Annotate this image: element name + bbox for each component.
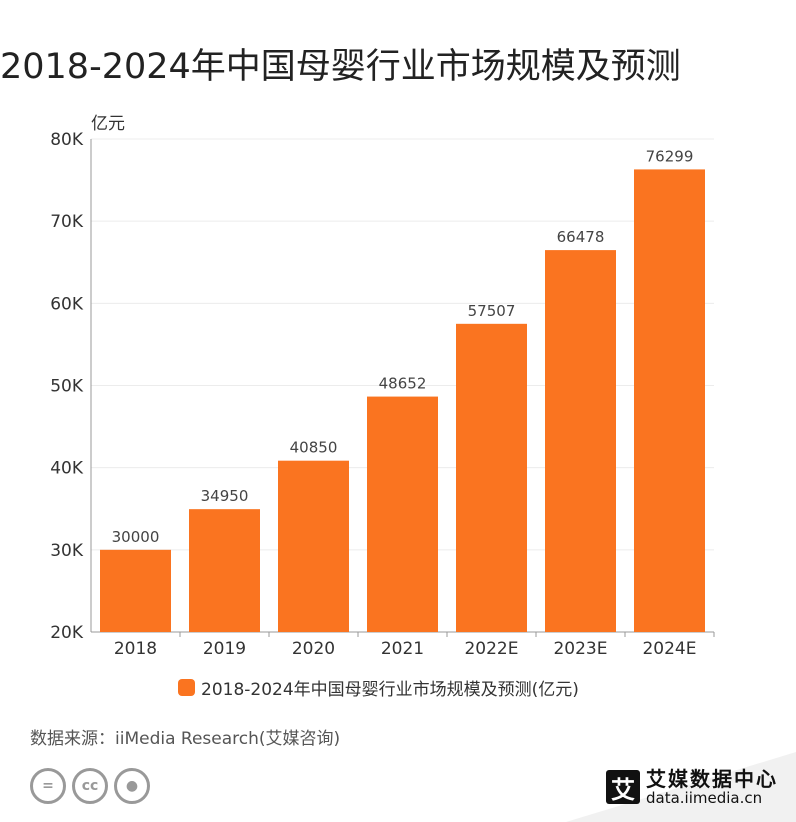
data-label: 34950 bbox=[201, 487, 249, 505]
data-label: 57507 bbox=[468, 302, 516, 320]
x-tick-label: 2024E bbox=[642, 639, 696, 659]
x-tick-label: 2021 bbox=[381, 639, 424, 659]
legend-label: 2018-2024年中国母婴行业市场规模及预测(亿元) bbox=[201, 680, 579, 700]
bar bbox=[545, 250, 616, 632]
bar bbox=[456, 323, 527, 632]
bar bbox=[634, 169, 705, 632]
corner-decoration bbox=[566, 752, 796, 822]
chart-title: 2018-2024年中国母婴行业市场规模及预测 bbox=[0, 47, 681, 87]
legend-swatch bbox=[178, 679, 195, 696]
logo: 艾 艾媒数据中心 data.iimedia.cn bbox=[606, 768, 778, 806]
source-note: 数据来源：iiMedia Research(艾媒咨询) bbox=[30, 729, 341, 749]
bar bbox=[189, 509, 260, 632]
license-icons: = cc ● bbox=[30, 768, 150, 804]
y-tick-label: 20K bbox=[50, 623, 84, 643]
y-tick-label: 60K bbox=[50, 294, 84, 314]
legend[interactable]: 2018-2024年中国母婴行业市场规模及预测(亿元) bbox=[178, 675, 579, 700]
data-label: 30000 bbox=[112, 528, 160, 546]
x-tick-label: 2022E bbox=[464, 639, 518, 659]
data-label: 48652 bbox=[379, 375, 427, 393]
x-tick-label: 2018 bbox=[114, 639, 157, 659]
logo-name: 艾媒数据中心 bbox=[646, 767, 778, 791]
cc-icon: cc bbox=[72, 768, 108, 804]
logo-mark: 艾 bbox=[606, 770, 640, 804]
bar-chart: 20K 30K 40K 50K 60K 70K 80K 亿元 30000 2018 34950 201… bbox=[50, 114, 715, 659]
x-tick-label: 2019 bbox=[203, 639, 246, 659]
x-tick-label: 2023E bbox=[553, 639, 607, 659]
person-icon: ● bbox=[114, 768, 150, 804]
y-tick-label: 50K bbox=[50, 377, 84, 397]
y-tick-label: 80K bbox=[50, 130, 84, 150]
bar bbox=[367, 396, 438, 632]
bar bbox=[278, 460, 349, 632]
y-tick-label: 70K bbox=[50, 212, 84, 232]
data-label: 40850 bbox=[290, 439, 338, 457]
y-axis-label: 亿元 bbox=[91, 114, 125, 134]
data-label: 76299 bbox=[646, 147, 694, 165]
bar bbox=[100, 549, 171, 632]
equals-icon: = bbox=[30, 768, 66, 804]
y-tick-label: 30K bbox=[50, 541, 84, 561]
x-tick-label: 2020 bbox=[292, 639, 335, 659]
data-label: 66478 bbox=[557, 228, 605, 246]
y-tick-label: 40K bbox=[50, 459, 84, 479]
logo-url: data.iimedia.cn bbox=[646, 789, 763, 807]
